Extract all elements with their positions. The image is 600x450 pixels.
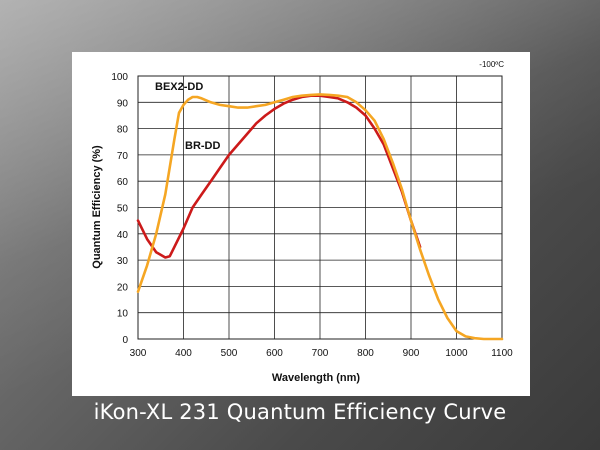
x-tick-label: 300 xyxy=(130,348,147,359)
x-tick-label: 1000 xyxy=(445,348,468,359)
x-tick-label: 1100 xyxy=(491,348,513,359)
series-line-br-dd xyxy=(136,94,422,259)
y-tick-label: 50 xyxy=(117,204,129,215)
series-line-bex2-dd xyxy=(136,93,504,341)
y-tick-label: 80 xyxy=(117,125,129,136)
series-label-br-dd: BR-DD xyxy=(185,140,220,152)
x-tick-label: 800 xyxy=(357,348,374,359)
y-tick-label: 20 xyxy=(117,282,129,293)
temperature-annotation: -100ºC xyxy=(479,60,504,69)
x-tick-label: 400 xyxy=(175,348,192,359)
chart-panel: 300 400 500 600 700 800 900 1000 1100 0 10 20 30 40 50… xyxy=(72,52,530,396)
y-tick-label: 60 xyxy=(117,177,129,188)
series-lines xyxy=(136,93,504,341)
grid xyxy=(137,75,503,340)
y-tick-label: 40 xyxy=(117,230,129,241)
y-tick-label: 70 xyxy=(117,151,129,162)
x-tick-label: 600 xyxy=(266,348,283,359)
figure-caption: iKon-XL 231 Quantum Efficiency Curve xyxy=(93,400,507,424)
tick-labels: 300 400 500 600 700 800 900 1000 1100 0 10 20 30 40 50… xyxy=(111,72,513,359)
y-tick-label: 30 xyxy=(117,256,129,267)
x-tick-label: 700 xyxy=(312,348,329,359)
x-axis-label: Wavelength (nm) xyxy=(272,372,361,384)
x-tick-label: 500 xyxy=(221,348,238,359)
y-tick-label: 90 xyxy=(117,98,129,109)
y-axis-label: Quantum Efficiency (%) xyxy=(91,145,103,269)
series-label-bex2-dd: BEX2-DD xyxy=(155,81,203,93)
y-tick-label: 0 xyxy=(122,335,128,346)
y-tick-label: 10 xyxy=(117,309,129,320)
y-tick-label: 100 xyxy=(111,72,128,83)
quantum-efficiency-chart: 300 400 500 600 700 800 900 1000 1100 0 10 20 30 40 50… xyxy=(91,60,513,384)
x-tick-label: 900 xyxy=(403,348,420,359)
